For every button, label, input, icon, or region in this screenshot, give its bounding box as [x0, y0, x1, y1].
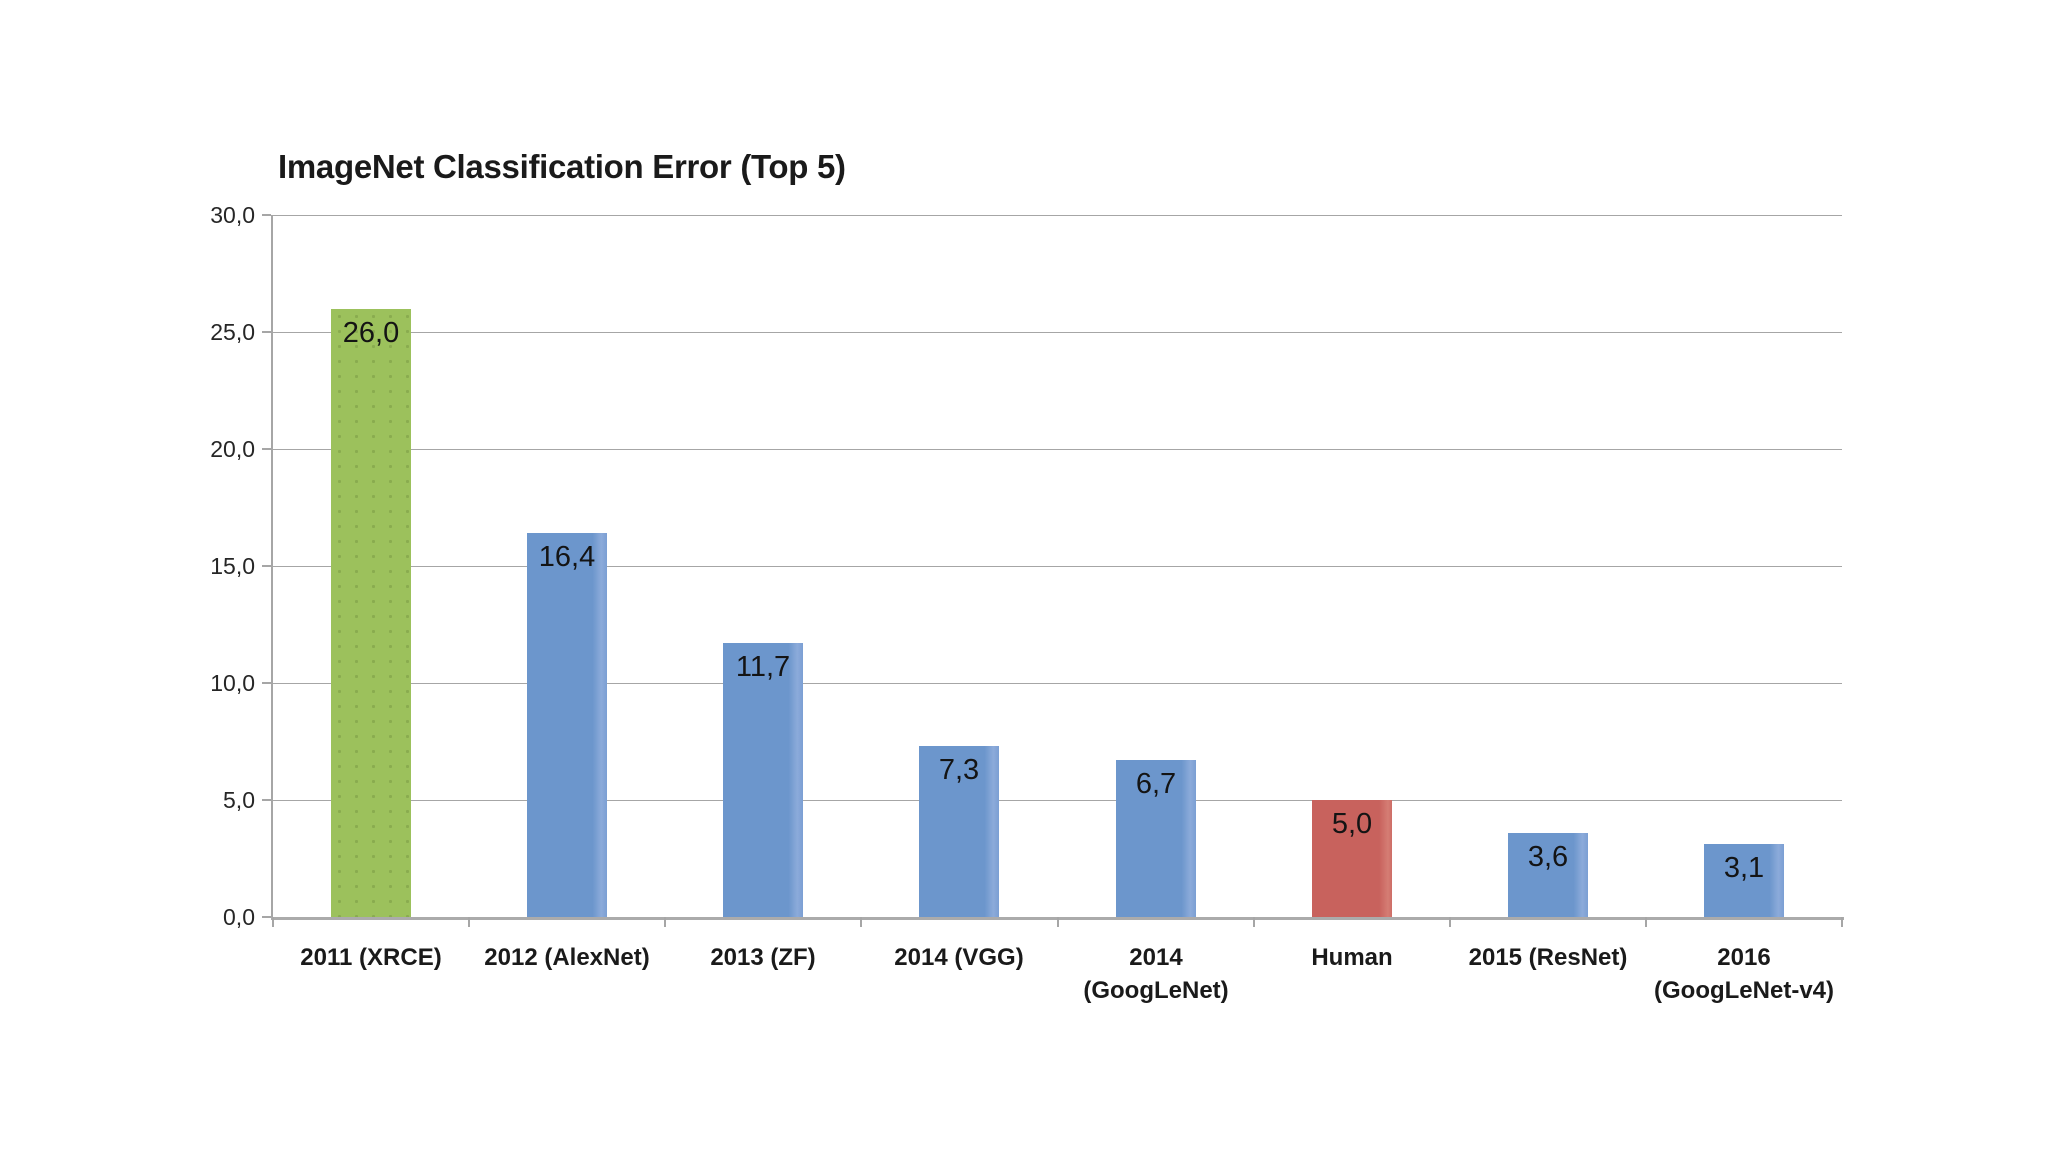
- y-tick-label: 10,0: [210, 670, 255, 696]
- y-tick-mark: [262, 448, 271, 450]
- bar-value-label: 16,4: [538, 541, 596, 573]
- bar-2014-(vgg): 7,3: [919, 746, 999, 917]
- bar-value-label: 5,0: [1331, 808, 1373, 840]
- y-tick-mark: [262, 331, 271, 333]
- x-tick-mark: [1841, 917, 1843, 927]
- x-category-label: 2015 (ResNet): [1468, 944, 1628, 971]
- x-tick-mark: [1449, 917, 1451, 927]
- bar-2014-(googlenet): 6,7: [1116, 760, 1196, 917]
- y-tick-mark: [262, 916, 271, 918]
- gridline: [273, 332, 1842, 333]
- x-category-label: 2014 (VGG): [894, 944, 1024, 971]
- y-tick-mark: [262, 682, 271, 684]
- y-tick-mark: [262, 799, 271, 801]
- x-category-label: 2013 (ZF): [710, 944, 816, 971]
- x-tick-mark: [1057, 917, 1059, 927]
- bar-human: 5,0: [1312, 800, 1392, 917]
- chart-title: ImageNet Classification Error (Top 5): [278, 148, 846, 185]
- bar-2013-(zf): 11,7: [723, 643, 803, 917]
- bar-value-label: 6,7: [1135, 768, 1177, 800]
- bar-value-label: 26,0: [342, 317, 400, 349]
- y-axis-line: [271, 215, 273, 920]
- bar-2012-(alexnet): 16,4: [527, 533, 607, 917]
- gridline: [273, 215, 1842, 216]
- x-tick-mark: [1645, 917, 1647, 927]
- y-tick-mark: [262, 214, 271, 216]
- x-tick-mark: [1253, 917, 1255, 927]
- bar-2016-(googlenet-v4): 3,1: [1704, 844, 1784, 917]
- gridline: [273, 566, 1842, 567]
- bar-value-label: 11,7: [735, 651, 791, 683]
- x-category-label: 2014 (GoogLeNet): [1083, 944, 1229, 1004]
- x-category-label: 2011 (XRCE): [300, 944, 442, 971]
- y-tick-mark: [262, 565, 271, 567]
- bar-2015-(resnet): 3,6: [1508, 833, 1588, 917]
- y-tick-label: 0,0: [223, 904, 255, 930]
- y-tick-label: 30,0: [210, 202, 255, 228]
- x-category-label: Human: [1311, 944, 1393, 971]
- gridline: [273, 449, 1842, 450]
- x-tick-mark: [664, 917, 666, 927]
- x-tick-mark: [468, 917, 470, 927]
- x-category-label: 2012 (AlexNet): [484, 944, 650, 971]
- bar-2011-(xrce): 26,0: [331, 309, 411, 917]
- y-tick-label: 15,0: [210, 553, 255, 579]
- y-tick-label: 20,0: [210, 436, 255, 462]
- bar-value-label: 3,1: [1723, 852, 1765, 884]
- bar-value-label: 7,3: [938, 754, 980, 786]
- y-tick-label: 25,0: [210, 319, 255, 345]
- y-tick-label: 5,0: [223, 787, 255, 813]
- bar-value-label: 3,6: [1527, 841, 1569, 873]
- x-category-label: 2016 (GoogLeNet-v4): [1654, 944, 1834, 1004]
- gridline: [273, 800, 1842, 801]
- x-tick-mark: [860, 917, 862, 927]
- x-tick-mark: [272, 917, 274, 927]
- plot-area: 30,0 25,0 20,0 15,0 10,0 5,0 0,0 26,0 2011 (XRCE…: [210, 202, 1844, 1004]
- gridline: [273, 683, 1842, 684]
